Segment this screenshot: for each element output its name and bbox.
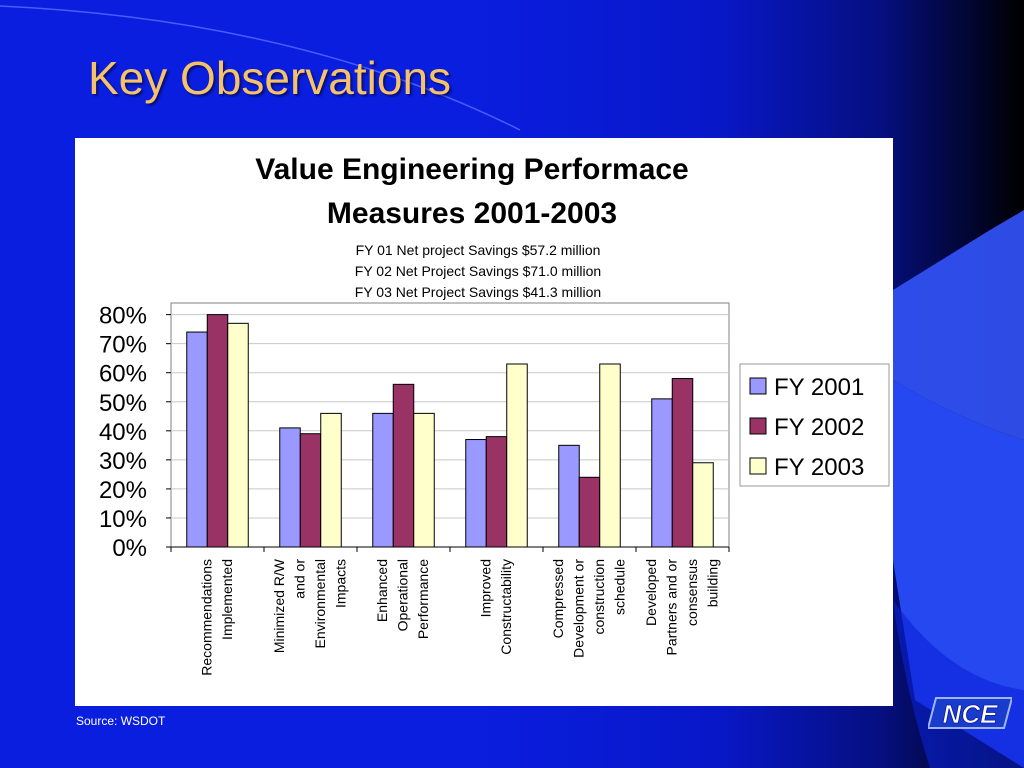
bar-fy-2003: [320, 412, 342, 548]
x-category-label: Recommendations Implemented: [198, 559, 235, 676]
slide-title: Key Observations: [88, 52, 452, 104]
x-category-label: Minimized R/W and or Environmental Impacts: [271, 558, 349, 653]
y-tick-label: 20%: [99, 477, 147, 504]
bar-fy-2002: [299, 433, 322, 548]
bar-fy-2001: [465, 439, 487, 548]
chart-title-line-1: Value Engineering Performace: [255, 153, 689, 186]
x-category-label-line: Minimized R/W: [271, 558, 287, 653]
y-tick-label: 0%: [112, 535, 147, 562]
bar-fy-2003: [413, 412, 435, 548]
bar-fy-2002: [392, 383, 415, 548]
subtitle-fy03: FY 03 Net Project Savings $41.3 million: [354, 284, 602, 300]
x-category-label-line: Implemented: [219, 559, 235, 640]
x-category-label: Enhanced Operational Performance: [374, 559, 431, 639]
x-category-label-line: schedule: [611, 559, 627, 615]
x-category-label-line: Performance: [415, 559, 431, 639]
subtitle-fy02: FY 02 Net Project Savings $71.0 million: [354, 263, 602, 279]
x-category-label-line: Development or: [570, 559, 586, 658]
y-tick-label: 40%: [99, 419, 147, 446]
legend-label: FY 2002: [774, 414, 864, 441]
y-tick-label: 60%: [99, 361, 147, 388]
bar-fy-2003: [599, 363, 621, 548]
x-category-label-line: and or: [291, 559, 307, 599]
y-tick-label: 80%: [99, 303, 147, 330]
x-category-label: Compressed Development or construction sche…: [550, 559, 628, 658]
bar-fy-2001: [372, 412, 394, 548]
x-category-label-line: Developed: [643, 559, 659, 626]
x-category-label-line: Enhanced: [374, 559, 390, 622]
x-category-label-line: Operational: [395, 559, 411, 631]
legend-label: FY 2003: [774, 454, 864, 481]
bar-fy-2001: [279, 427, 301, 548]
chart-title-line-2: Measures 2001-2003: [326, 197, 618, 230]
y-tick-label: 10%: [99, 506, 147, 533]
legend-swatch: [749, 457, 767, 475]
x-category-label-line: Environmental: [312, 559, 328, 649]
bar-fy-2003: [506, 363, 528, 548]
x-category-label-line: consensus: [684, 559, 700, 626]
x-category-label-line: Constructability: [498, 559, 514, 655]
x-category-label-line: Compressed: [550, 559, 566, 638]
bar-fy-2002: [578, 476, 601, 548]
x-category-label-line: Partners and or: [663, 559, 679, 656]
source-note: Source: WSDOT: [76, 714, 166, 728]
x-category-label-line: building: [704, 559, 720, 607]
x-category-label: Developed Partners and or consensus buildin…: [643, 559, 721, 656]
x-category-label-line: Impacts: [332, 559, 348, 608]
subtitle-fy01: FY 01 Net project Savings $57.2 million: [355, 242, 601, 258]
x-category-label-line: construction: [591, 559, 607, 634]
nce-logo: NCE: [928, 697, 1012, 729]
bar-fy-2001: [651, 398, 673, 548]
bar-fy-2003: [227, 322, 249, 548]
legend-label: FY 2001: [774, 374, 864, 401]
bar-fy-2001: [558, 444, 580, 548]
x-category-label: Improved Constructability: [477, 559, 514, 655]
y-tick-label: 50%: [99, 390, 147, 417]
bar-fy-2001: [186, 331, 208, 548]
bar-fy-2003: [692, 462, 714, 548]
y-tick-label: 30%: [99, 448, 147, 475]
x-category-label-line: Recommendations: [198, 559, 214, 676]
plot-area: [170, 302, 730, 548]
bar-fy-2002: [671, 378, 694, 548]
legend-swatch: [749, 417, 767, 435]
logo-text: NCE: [943, 699, 999, 729]
bar-fy-2002: [206, 314, 229, 548]
legend-swatch: [749, 377, 767, 395]
x-category-label-line: Improved: [477, 559, 493, 617]
bar-fy-2002: [485, 436, 508, 548]
y-tick-label: 70%: [99, 332, 147, 359]
